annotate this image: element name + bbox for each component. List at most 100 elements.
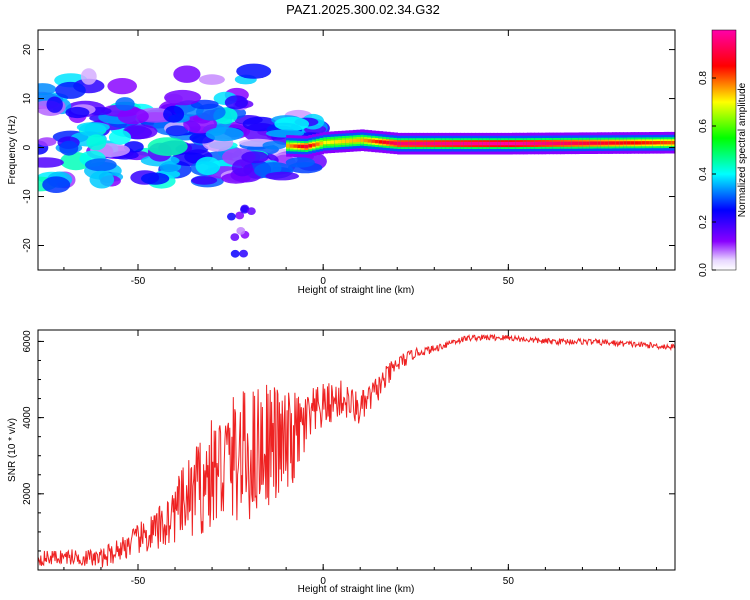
heatmap-cell [300,144,306,149]
colorbar-tick-label: 0.4 [698,167,709,181]
heatmap-cell [334,140,339,144]
spectrogram-panel: -50 0 50 -20 -10 0 10 20 Height of straight lin… [7,29,680,296]
heatmap-cell [426,141,432,146]
heatmap-cell [262,141,287,150]
spectrogram-frame [37,29,676,271]
heatmap-cell [412,141,417,146]
heatmap-cell [239,249,249,258]
heatmap-cell [231,159,253,177]
heatmap-cell [460,141,465,146]
heatmap-cell [526,141,532,146]
heatmap-cell [634,141,639,145]
colorbar-ticks: 0.0 0.2 0.4 0.6 0.8 [698,71,716,277]
heatmap-cell [80,68,97,85]
heatmap-cell [667,141,673,145]
heatmap-cell [541,141,547,146]
heatmap-cell [235,211,245,220]
heatmap-cell [165,125,189,137]
heatmap-cell [571,141,576,145]
colorbar-label: Normalized spectral amplitude [737,82,748,217]
y-tick-label: 4000 [22,406,33,429]
heatmap-cell [319,141,324,146]
heatmap-cell [423,141,428,146]
y-tick-label: -10 [22,189,33,204]
heatmap-cell [191,176,218,185]
heatmap-cell [489,141,495,146]
heatmap-cell [393,141,398,145]
snr-background [38,330,675,570]
heatmap-cell [441,141,447,146]
heatmap-cell [586,141,591,145]
heatmap-cell [563,141,569,145]
heatmap-cell [122,124,158,140]
heatmap-cell [141,172,170,185]
heatmap-cell [115,97,135,111]
heatmap-cell [656,141,661,145]
heatmap-cell [578,141,584,145]
colorbar-tick-label: 0.0 [698,263,709,277]
heatmap-cell [286,144,291,148]
heatmap-cell [84,158,117,172]
heatmap-cell [456,141,461,146]
heatmap-cell [675,135,680,151]
heatmap-cell [386,140,391,145]
heatmap-cell [397,141,402,146]
heatmap-cell [645,141,650,145]
x-tick-label: 50 [503,576,515,587]
heatmap-cell [198,74,225,85]
heatmap-cell [308,144,313,148]
heatmap-cell [515,141,521,146]
heatmap-cell [449,141,454,146]
heatmap-cell [38,83,57,96]
heatmap-cell [612,141,617,145]
heatmap-cell [589,141,595,145]
snr-frame [37,329,676,571]
heatmap-cell [556,141,561,145]
heatmap-cell [630,141,636,145]
snr-series-line [38,333,675,568]
heatmap-cell [638,141,643,145]
heatmap-cell [76,122,110,133]
heatmap-cell [552,141,558,146]
heatmap-cell [382,140,387,144]
heatmap-cell [434,141,439,146]
heatmap-cell [247,207,256,216]
heatmap-cell [615,141,621,145]
snr-axes: -50 0 50 2000 4000 6000 [22,330,675,587]
heatmap-cell [230,249,240,258]
heatmap-cell [108,129,132,145]
y-tick-label: -20 [22,238,33,253]
colorbar-tick-label: 0.6 [698,119,709,133]
heatmap-cell [534,141,539,146]
heatmap-cell [438,141,443,146]
heatmap-cell [241,151,269,164]
heatmap-cell [567,141,573,145]
heatmap-cell [415,141,421,146]
heatmap-cell [236,63,272,79]
heatmap-cell [530,141,536,146]
heatmap-cell [326,140,332,145]
heatmap-cell [230,233,240,242]
heatmap-cell [582,141,587,145]
heatmap-cell [173,65,201,83]
heatmap-cell [224,95,248,110]
heatmap-cell [289,144,295,148]
heatmap-cell [236,227,246,235]
heatmap-cell [675,132,680,154]
heatmap-cell [608,141,613,145]
heatmap-cell [400,141,406,146]
heatmap-cell [159,164,179,173]
snr-ylabel: SNR (10 * v/v) [7,418,18,482]
spectrogram-xlabel: Height of straight line (km) [298,285,415,296]
heatmap-cell [675,137,680,148]
y-tick-label: 10 [22,93,33,105]
y-tick-label: 6000 [22,330,33,353]
heatmap-cell [360,138,365,142]
heatmap-cell [660,141,665,145]
heatmap-cell [641,141,647,145]
heatmap-cell [312,143,317,147]
heatmap-cell [663,141,669,145]
heatmap-cell [205,127,244,142]
heatmap-cell [600,141,606,145]
